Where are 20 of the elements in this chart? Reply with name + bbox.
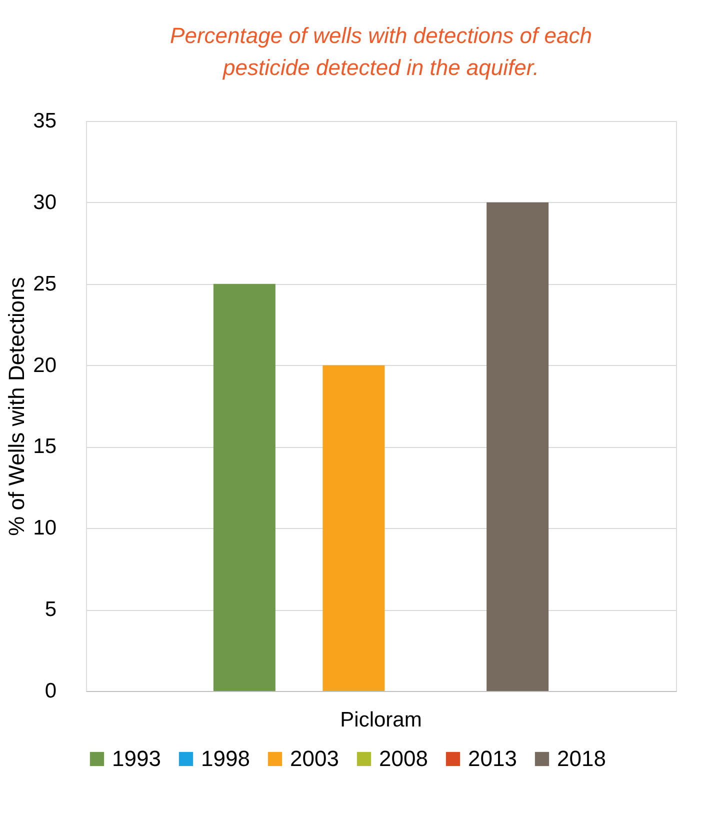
y-tick-label: 30 [33, 190, 56, 214]
y-tick-label: 20 [33, 354, 56, 377]
y-tick-label: 15 [33, 435, 56, 458]
legend-label: 1993 [112, 746, 161, 771]
bar [213, 284, 276, 691]
y-axis-title: % of Wells with Detections [4, 277, 30, 536]
bar [486, 202, 549, 691]
legend-label: 1998 [201, 746, 250, 771]
legend-label: 2013 [468, 746, 517, 771]
legend-label: 2008 [379, 746, 428, 771]
legend-label: 2003 [290, 746, 339, 771]
y-tick-label: 5 [44, 598, 56, 622]
y-tick-label: 0 [44, 680, 56, 702]
legend-label: 2018 [557, 746, 606, 771]
x-tick-label: Picloram [340, 708, 422, 732]
y-tick-label: 10 [33, 516, 56, 540]
bar [322, 365, 385, 691]
y-tick-label: 25 [33, 272, 56, 296]
chart-title: Percentage of wells with detections of each pesticide detected in the aquifer. [170, 23, 592, 80]
y-tick-label: 35 [33, 110, 56, 132]
